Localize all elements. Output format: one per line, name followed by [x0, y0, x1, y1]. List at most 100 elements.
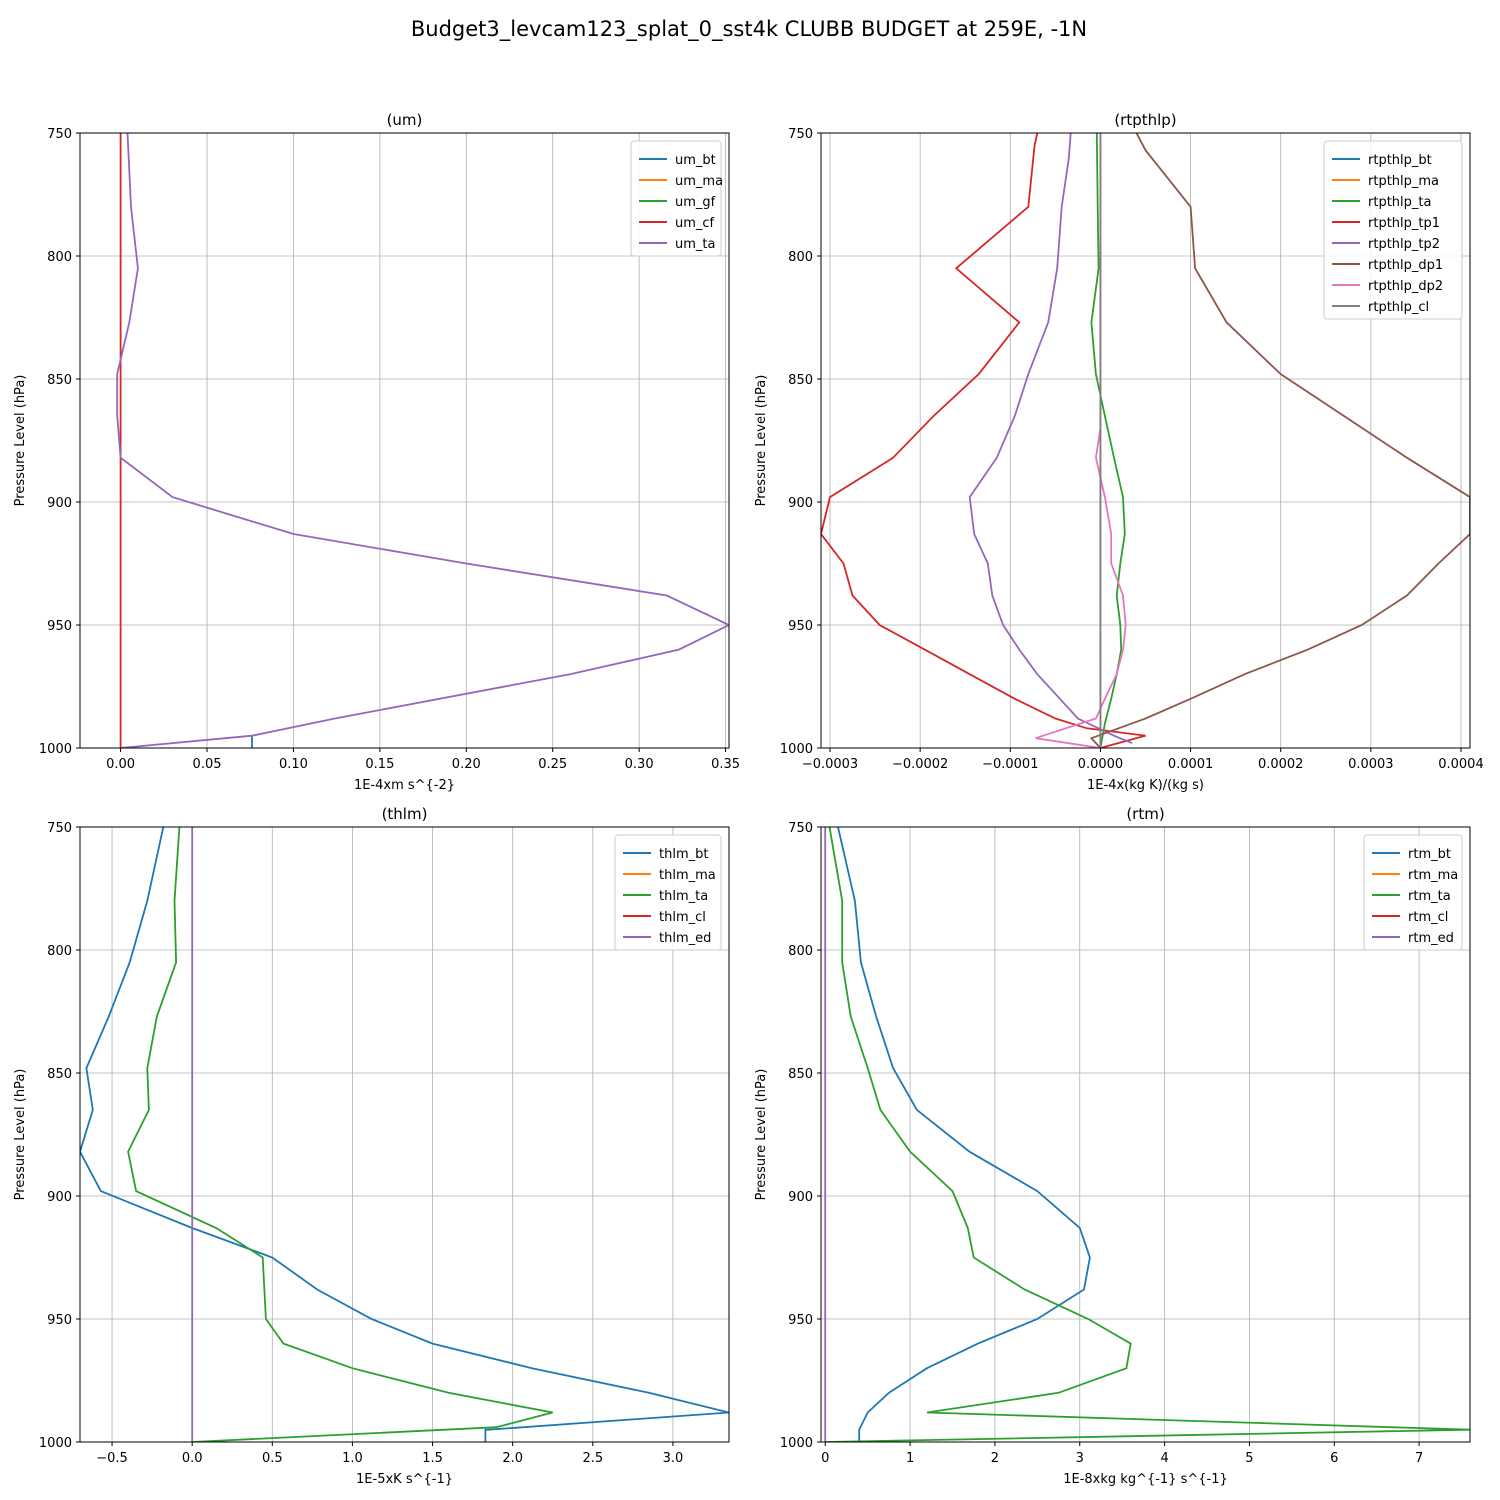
legend: rtm_bt rtm_ma rtm_ta rtm_cl rtm_ed — [1363, 834, 1463, 951]
chart-panel-3: 0 1 2 3 4 5 6 7 750 800 850 900 950 1000 (rtm) 1E-8xkg … — [754, 805, 1471, 1487]
x-tick-label: 0.20 — [452, 757, 481, 772]
legend-label: thlm_bt — [659, 847, 708, 862]
y-tick-label: 850 — [788, 373, 813, 388]
series-line-rtpthlp_tp2 — [968, 133, 1133, 744]
legend-box — [614, 834, 722, 951]
legend-label: um_cf — [675, 216, 715, 231]
legend-label: rtm_ta — [1408, 889, 1451, 904]
series-group — [116, 133, 729, 748]
y-tick-label: 900 — [47, 496, 72, 511]
y-tick-label: 800 — [47, 944, 72, 959]
legend-box — [1323, 140, 1463, 320]
legend-label: rtpthlp_dp2 — [1368, 279, 1443, 294]
legend: thlm_bt thlm_ma thlm_ta thlm_cl thlm_ed — [614, 834, 722, 951]
series-line-rtpthlp_dp1 — [1089, 133, 1470, 748]
x-tick-label: 0.0003 — [1348, 757, 1394, 772]
series-line-rtpthlp_ta — [1090, 133, 1126, 748]
y-tick-label: 750 — [47, 821, 72, 836]
legend-label: rtm_bt — [1408, 847, 1451, 862]
legend-label: um_ma — [675, 174, 723, 189]
series-group — [80, 827, 729, 1442]
figure-suptitle: Budget3_levcam123_splat_0_sst4k CLUBB BU… — [411, 17, 1087, 42]
y-tick-label: 800 — [47, 250, 72, 265]
y-tick-label: 900 — [788, 1190, 813, 1205]
legend-box — [630, 140, 722, 257]
x-tick-label: 0.05 — [193, 757, 222, 772]
x-tick-label: 3 — [1076, 1451, 1084, 1466]
legend-label: um_ta — [675, 237, 715, 252]
legend: rtpthlp_bt rtpthlp_ma rtpthlp_ta rtpthlp_tp… — [1323, 140, 1463, 320]
x-axis-label: 1E-4xm s^{-2} — [354, 778, 455, 793]
axes-frame — [820, 826, 1471, 1443]
x-tick-label: 6 — [1330, 1451, 1338, 1466]
series-line-um_ta — [116, 133, 729, 748]
y-tick-label: 900 — [47, 1190, 72, 1205]
x-tick-label: 0.0000 — [1078, 757, 1124, 772]
y-tick-label: 850 — [47, 373, 72, 388]
legend-label: rtpthlp_bt — [1368, 153, 1432, 168]
legend-label: rtpthlp_tp2 — [1368, 237, 1440, 252]
y-tick-label: 1000 — [780, 1436, 813, 1451]
legend-label: rtpthlp_ta — [1368, 195, 1431, 210]
axes-frame — [79, 826, 730, 1443]
y-axis-label: Pressure Level (hPa) — [754, 375, 769, 507]
x-tick-label: 4 — [1160, 1451, 1168, 1466]
x-tick-label: −0.0001 — [982, 757, 1038, 772]
x-tick-label: 1.5 — [422, 1451, 443, 1466]
x-tick-label: 0.25 — [538, 757, 567, 772]
series-line-rtpthlp_dp2 — [1035, 133, 1127, 748]
x-tick-label: 0 — [821, 1451, 829, 1466]
chart-title: (rtm) — [1126, 805, 1164, 823]
series-group — [824, 827, 1470, 1442]
x-tick-label: 1 — [906, 1451, 914, 1466]
legend-label: um_gf — [675, 195, 716, 210]
y-tick-label: 900 — [788, 496, 813, 511]
y-tick-label: 950 — [788, 1313, 813, 1328]
x-axis-label: 1E-8xkg kg^{-1} s^{-1} — [1063, 1472, 1228, 1487]
y-tick-label: 850 — [788, 1067, 813, 1082]
x-tick-label: 0.0002 — [1258, 757, 1304, 772]
x-axis-label: 1E-4x(kg K)/(kg s) — [1087, 778, 1204, 793]
y-tick-label: 800 — [788, 944, 813, 959]
x-tick-label: 2.5 — [582, 1451, 603, 1466]
legend-label: rtpthlp_ma — [1368, 174, 1439, 189]
x-tick-label: 0.5 — [262, 1451, 283, 1466]
x-tick-label: 2 — [991, 1451, 999, 1466]
series-line-rtm_ta — [825, 827, 1470, 1442]
legend-label: thlm_ed — [659, 931, 711, 946]
y-axis-label: Pressure Level (hPa) — [754, 1069, 769, 1201]
x-tick-label: 3.0 — [663, 1451, 684, 1466]
series-line-rtpthlp_tp1 — [821, 133, 1146, 748]
series-line-rtm_bt — [837, 827, 1091, 1442]
x-tick-label: 2.0 — [502, 1451, 523, 1466]
legend-label: thlm_ta — [659, 889, 708, 904]
x-tick-label: 0.10 — [279, 757, 308, 772]
legend: um_bt um_ma um_gf um_cf um_ta — [630, 140, 723, 257]
x-tick-label: 0.30 — [625, 757, 654, 772]
y-tick-label: 750 — [788, 821, 813, 836]
chart-title: (um) — [387, 111, 423, 129]
y-tick-label: 750 — [788, 127, 813, 142]
axes-frame — [79, 132, 730, 749]
chart-title: (thlm) — [382, 805, 428, 823]
legend-label: rtpthlp_dp1 — [1368, 258, 1443, 273]
legend-label: thlm_ma — [659, 868, 716, 883]
x-tick-label: 0.0004 — [1438, 757, 1484, 772]
x-tick-label: 0.0001 — [1168, 757, 1214, 772]
x-tick-label: 0.00 — [106, 757, 135, 772]
x-tick-label: 5 — [1245, 1451, 1253, 1466]
axes-frame — [820, 132, 1471, 749]
chart-panel-2: −0.5 0.0 0.5 1.0 1.5 2.0 2.5 3.0 750 800 850 900 950… — [13, 805, 730, 1487]
y-tick-label: 950 — [47, 1313, 72, 1328]
legend-box — [1363, 834, 1463, 951]
y-tick-label: 950 — [47, 619, 72, 634]
x-axis-label: 1E-5xK s^{-1} — [356, 1472, 453, 1487]
y-tick-label: 750 — [47, 127, 72, 142]
legend-label: rtpthlp_tp1 — [1368, 216, 1440, 231]
y-tick-label: 850 — [47, 1067, 72, 1082]
legend-label: rtpthlp_cl — [1368, 300, 1429, 315]
x-tick-label: −0.0003 — [802, 757, 858, 772]
legend-label: rtm_cl — [1408, 910, 1448, 925]
y-tick-label: 800 — [788, 250, 813, 265]
